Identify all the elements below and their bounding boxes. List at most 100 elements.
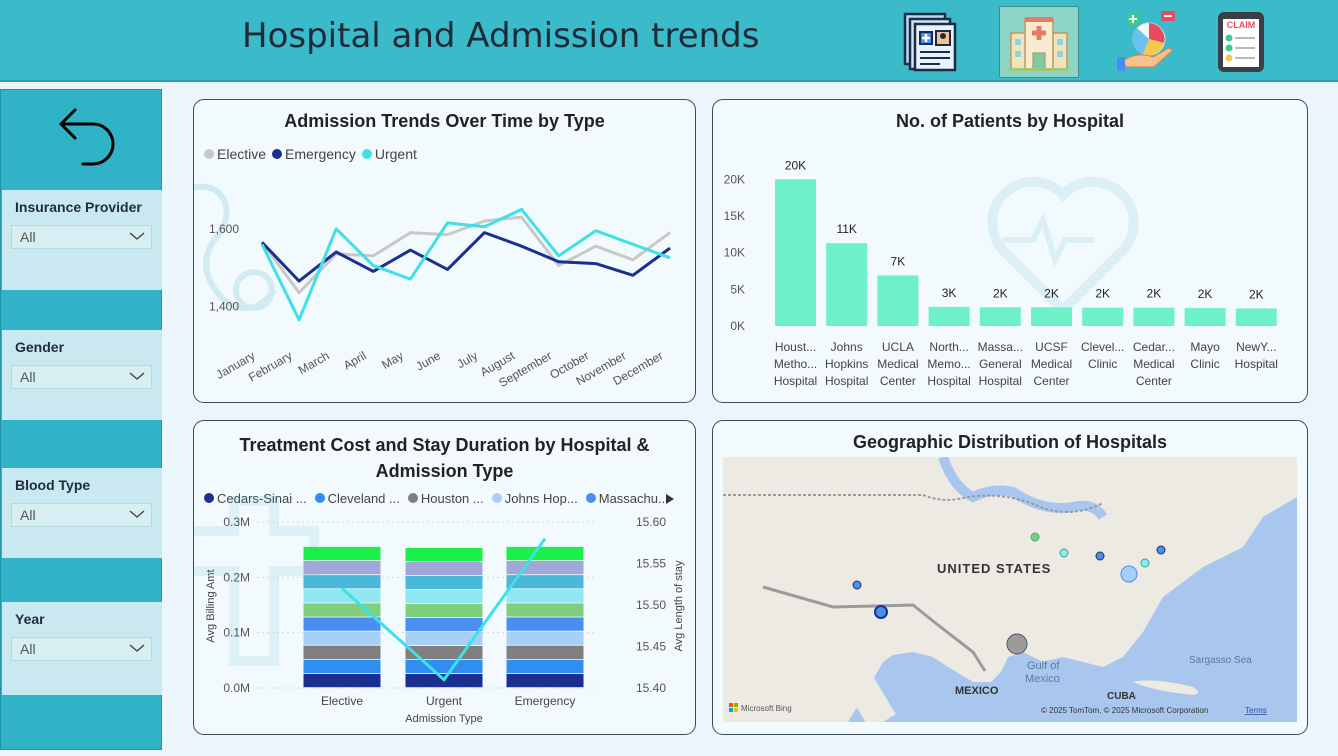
x-tick-label: Cedar...: [1133, 340, 1175, 354]
gender-dropdown[interactable]: All: [11, 365, 152, 389]
bing-label: Microsoft Bing: [741, 704, 792, 713]
x-tick-label: Urgent: [426, 694, 463, 708]
x-tick-label: July: [455, 348, 480, 371]
legend-massachusetts[interactable]: Massachu...: [585, 491, 669, 506]
legend-emergency[interactable]: Emergency: [272, 146, 356, 162]
length-of-stay-line: [340, 537, 547, 682]
legend-elective[interactable]: Elective: [204, 146, 266, 162]
x-tick-label: Hospital: [927, 374, 970, 388]
healthcare-analytics-icon: [1117, 11, 1175, 71]
page-title: Hospital and Admission trends: [242, 16, 760, 56]
stack-segment: [405, 632, 483, 646]
series-line-urgent: [260, 207, 671, 322]
stack-segment: [303, 659, 381, 674]
map-terms-link[interactable]: Terms: [1245, 706, 1267, 715]
hospital-nav-button[interactable]: [999, 6, 1079, 78]
treatment-cost-chart[interactable]: 0.0M 0.1M 0.2M 0.3M Elective Urgent Emergency A…: [194, 421, 697, 736]
x-tick-label: Hospital: [774, 374, 817, 388]
y-tick-label: 20K: [724, 172, 745, 186]
treatment-cost-title: Treatment Cost and Stay Duration by Hosp…: [194, 432, 695, 484]
great-lakes: [938, 457, 1108, 521]
map-marker-ucsf[interactable]: [852, 580, 862, 590]
patients-by-hospital-card: No. of Patients by Hospital 0K 5K 10K 15K 20…: [712, 99, 1308, 403]
mexico-land: [723, 552, 896, 722]
legend-johns-hopkins[interactable]: Johns Hop...: [491, 491, 578, 506]
y-axis-label-right: Avg Length of stay: [673, 560, 685, 651]
patient-records-nav-button[interactable]: [890, 6, 970, 78]
y-tick-label: 0.0M: [223, 681, 250, 695]
x-tick-label: Elective: [321, 694, 363, 708]
stack-segment: [506, 659, 584, 674]
map-marker-cleveland[interactable]: [1059, 548, 1069, 558]
stack-segment: [303, 603, 381, 617]
bar: [1235, 308, 1277, 326]
map-marker-mayo[interactable]: [1030, 532, 1040, 542]
blood-type-filter: Blood Type All: [2, 468, 162, 558]
x-tick-label: Houst...: [775, 340, 816, 354]
x-tick-label: Hospital: [1235, 357, 1278, 371]
stack-segment: [506, 645, 584, 659]
x-tick-label: Clinic: [1190, 357, 1219, 371]
stack-segment: [405, 590, 483, 604]
map-canvas: UNITED STATES MEXICO Gulf of Mexico Sarg…: [723, 457, 1297, 722]
insurance-provider-filter: Insurance Provider All: [2, 190, 162, 290]
healthcare-analytics-nav-button[interactable]: [1106, 6, 1186, 78]
bar-data-label: 20K: [785, 158, 806, 172]
stack-segment: [405, 548, 483, 562]
x-tick-label: Medical: [1133, 357, 1174, 371]
bar: [1031, 307, 1072, 326]
insurance-provider-dropdown[interactable]: All: [11, 225, 152, 249]
x-tick-label: Center: [1136, 374, 1172, 388]
insurance-claim-nav-button[interactable]: CLAIM: [1201, 6, 1281, 78]
insurance-provider-value: All: [20, 229, 36, 245]
y-tick-label: 0.3M: [223, 515, 250, 529]
sargasso-label: Sargasso Sea: [1189, 655, 1252, 666]
mexico-label: MEXICO: [955, 685, 999, 697]
blood-type-dropdown[interactable]: All: [11, 503, 152, 527]
back-button[interactable]: [53, 104, 119, 174]
stack-segment: [405, 562, 483, 576]
chevron-down-icon: [129, 644, 145, 652]
year-label: Year: [15, 611, 45, 627]
map-marker-ucla[interactable]: [874, 605, 888, 619]
hospital-map[interactable]: UNITED STATES MEXICO Gulf of Mexico Sarg…: [723, 457, 1297, 722]
gender-label: Gender: [15, 339, 65, 355]
stack-segment: [303, 575, 381, 589]
map-marker-massachusetts[interactable]: [1156, 545, 1166, 555]
geographic-distribution-title: Geographic Distribution of Hospitals: [852, 432, 1167, 452]
legend-houston[interactable]: Houston ...: [407, 491, 484, 506]
stack-segment: [405, 660, 483, 674]
gender-filter: Gender All: [2, 330, 162, 420]
stack-segment: [506, 603, 584, 617]
stack-segment: [303, 673, 381, 688]
gender-value: All: [20, 369, 36, 385]
map-marker-johns-hopkins[interactable]: [1095, 551, 1105, 561]
y-tick-label: 1,400: [209, 299, 239, 313]
chevron-down-icon: [129, 510, 145, 518]
x-tick-label: Massa...: [978, 340, 1023, 354]
gulf-label-1: Gulf of: [1027, 660, 1060, 672]
legend-cedars-sinai[interactable]: Cedars-Sinai ...: [204, 491, 307, 506]
cuba-island: [1133, 680, 1198, 695]
series-line-elective: [260, 215, 671, 295]
stethoscope-watermark-icon: [194, 183, 277, 311]
bar: [1133, 307, 1175, 326]
legend-next-arrow-icon[interactable]: [664, 493, 676, 505]
legend-cleveland[interactable]: Cleveland ...: [314, 491, 400, 506]
stack-segment: [506, 673, 584, 688]
year-filter: Year All: [2, 602, 162, 695]
year-dropdown[interactable]: All: [11, 637, 152, 661]
map-marker-newyork[interactable]: [1120, 565, 1138, 583]
patients-by-hospital-chart[interactable]: 0K 5K 10K 15K 20K 20K Houst... Metho... Hospital…: [713, 100, 1309, 404]
treatment-cost-card: Treatment Cost and Stay Duration by Hosp…: [193, 420, 696, 735]
y2-tick-label: 15.55: [636, 557, 666, 571]
bar: [775, 179, 816, 326]
map-marker-houston[interactable]: [1006, 633, 1028, 655]
legend-urgent[interactable]: Urgent: [361, 146, 417, 162]
map-marker-northwestern[interactable]: [1140, 558, 1150, 568]
x-tick-label: UCLA: [882, 340, 914, 354]
bar-data-label: 11K: [836, 222, 856, 236]
stack-segment: [506, 546, 584, 561]
x-tick-label: Medical: [1031, 357, 1072, 371]
